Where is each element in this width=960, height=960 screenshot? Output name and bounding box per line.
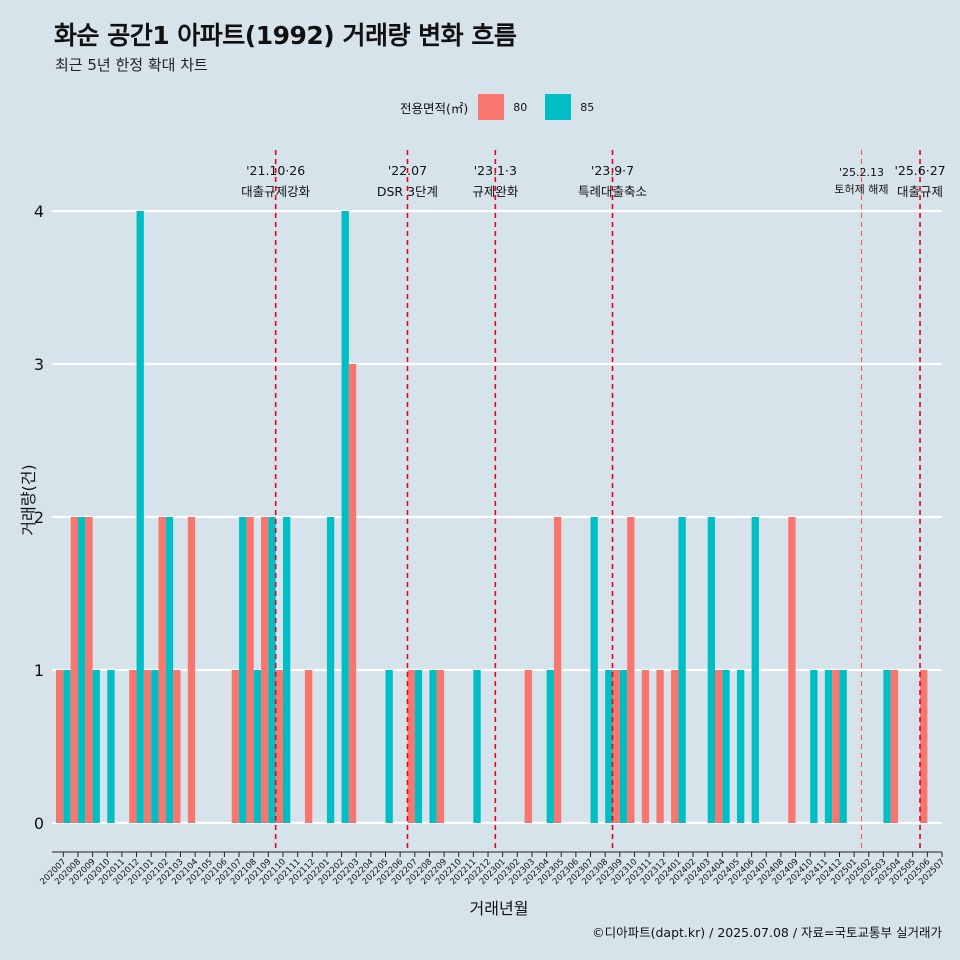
event-label: 특례대출축소 <box>578 184 647 199</box>
bar-85-202403 <box>707 517 716 823</box>
bar-85-202404 <box>722 670 730 823</box>
y-tick-label: 3 <box>34 355 44 374</box>
bar-80-202303 <box>524 670 532 823</box>
bar-80-202506 <box>920 670 928 823</box>
bar-85-202309 <box>619 670 628 823</box>
event-label: 규제완화 <box>472 184 519 199</box>
event-label: 대출규제강화 <box>241 184 311 199</box>
chart-title: 화순 공간1 아파트(1992) 거래량 변화 흐름 <box>54 21 517 50</box>
bar-80-202203 <box>348 364 357 823</box>
bar-80-202107 <box>231 670 240 823</box>
event-date-label: '22.07 <box>388 163 427 178</box>
bar-80-202102 <box>158 517 166 823</box>
bar-80-202409 <box>788 517 796 823</box>
bar-85-202102 <box>165 517 174 823</box>
bar-80-202008 <box>70 517 78 823</box>
bar-85-202110 <box>282 517 291 823</box>
bar-80-202109 <box>261 517 269 823</box>
bar-80-202209 <box>436 670 445 823</box>
bar-80-202309 <box>612 670 620 823</box>
chart-subtitle: 최근 5년 한정 확대 차트 <box>55 56 208 74</box>
event-date-label: '23.9·7 <box>591 163 634 178</box>
legend-title: 전용면적(㎡) <box>400 100 469 116</box>
bar-85-202412 <box>839 670 847 823</box>
bar-80-202007 <box>56 670 64 823</box>
bar-85-202405 <box>736 670 745 823</box>
legend-label-80: 80 <box>513 100 528 114</box>
event-label: 대출규제 <box>897 184 943 199</box>
bar-85-202007 <box>63 670 71 823</box>
bar-80-202207 <box>407 670 415 823</box>
bar-80-202110 <box>275 670 283 823</box>
y-axis-title: 거래량(건) <box>19 464 38 535</box>
bar-80-202504 <box>890 670 899 823</box>
bar-80-202310 <box>627 517 635 823</box>
bar-80-202012 <box>129 670 137 823</box>
bar-85-202009 <box>92 670 100 823</box>
bar-85-202201 <box>326 517 335 823</box>
bar-80-202305 <box>553 517 562 823</box>
bar-85-202503 <box>883 670 891 823</box>
event-label: DSR 3단계 <box>377 184 438 199</box>
bar-85-202410 <box>810 670 818 823</box>
event-date-label: '21.10·26 <box>246 163 305 178</box>
bar-85-202108 <box>253 670 262 823</box>
bar-80-202009 <box>85 517 93 823</box>
bar-80-202103 <box>173 670 181 823</box>
bar-80-202401 <box>671 670 679 823</box>
bar-85-202109 <box>268 517 276 823</box>
bar-85-202202 <box>341 211 349 823</box>
bar-85-202411 <box>824 670 833 823</box>
y-tick-label: 2 <box>34 508 44 527</box>
legend-key-85 <box>545 94 572 120</box>
bar-80-202412 <box>832 670 840 823</box>
y-tick-label: 4 <box>34 202 44 221</box>
legend: 전용면적(㎡) 80 85 <box>400 93 612 121</box>
bar-85-202205 <box>385 670 393 823</box>
event-label: 토허제 해제 <box>834 182 888 196</box>
bar-85-202208 <box>429 670 437 823</box>
bar-80-202108 <box>246 517 254 823</box>
bar-80-202101 <box>143 670 152 823</box>
event-date-label: '25.2.13 <box>839 166 884 179</box>
bar-85-202308 <box>605 670 613 823</box>
bar-85-202101 <box>151 670 159 823</box>
bar-80-202112 <box>304 670 313 823</box>
legend-label-85: 85 <box>580 100 595 114</box>
bar-80-202404 <box>715 670 723 823</box>
legend-key-80 <box>478 94 505 120</box>
bar-85-202012 <box>136 211 144 823</box>
bar-80-202312 <box>656 670 664 823</box>
bar-80-202311 <box>641 670 650 823</box>
bar-85-202401 <box>678 517 686 823</box>
chart-caption: ©디아파트(dapt.kr) / 2025.07.08 / 자료=국토교통부 실… <box>592 925 942 940</box>
event-date-label: '25.6·27 <box>894 163 945 178</box>
bar-85-202107 <box>239 517 247 823</box>
bar-85-202304 <box>546 670 554 823</box>
bar-85-202307 <box>590 517 598 823</box>
event-date-label: '23.1·3 <box>474 163 517 178</box>
bar-80-202104 <box>187 517 196 823</box>
bar-85-202211 <box>473 670 481 823</box>
bar-85-202207 <box>414 670 423 823</box>
bar-85-202010 <box>107 670 115 823</box>
x-axis-title: 거래년월 <box>470 899 529 918</box>
bar-85-202406 <box>751 517 759 823</box>
y-tick-label: 1 <box>34 661 44 680</box>
y-tick-label: 0 <box>34 814 44 833</box>
bar-85-202008 <box>77 517 86 823</box>
